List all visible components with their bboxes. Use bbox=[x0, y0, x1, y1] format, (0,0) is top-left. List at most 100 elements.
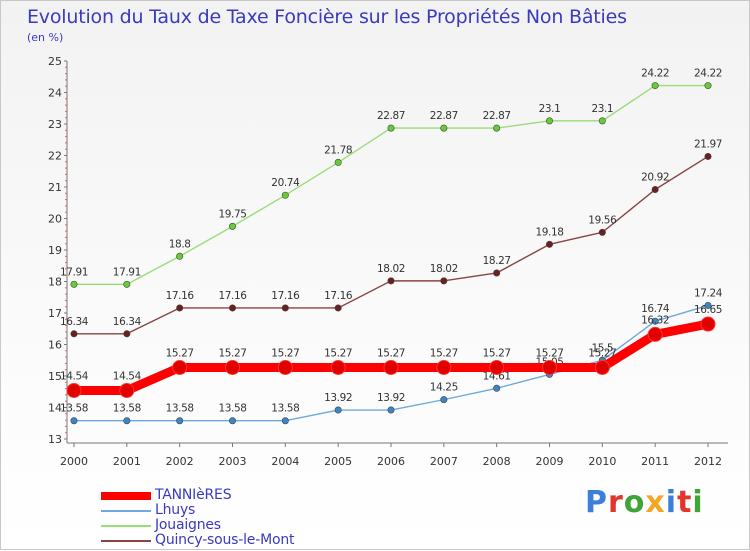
data-label: 13.58 bbox=[166, 403, 194, 415]
x-tick-label: 2004 bbox=[271, 455, 299, 468]
logo-letter: t bbox=[677, 485, 693, 520]
data-point bbox=[334, 406, 342, 414]
data-point bbox=[277, 359, 293, 375]
data-point bbox=[70, 330, 78, 338]
data-point bbox=[704, 82, 712, 90]
data-label: 17.16 bbox=[218, 290, 247, 302]
y-tick-label: 23 bbox=[48, 118, 62, 131]
data-point bbox=[172, 359, 188, 375]
legend-label: Jouaignes bbox=[155, 517, 221, 533]
data-point bbox=[545, 117, 553, 125]
data-label: 22.87 bbox=[483, 110, 511, 122]
data-label: 15.27 bbox=[430, 347, 458, 359]
data-label: 18.02 bbox=[430, 263, 458, 275]
data-label: 24.22 bbox=[694, 68, 722, 80]
data-label: 15.27 bbox=[483, 347, 511, 359]
data-label: 21.78 bbox=[324, 144, 352, 156]
data-point bbox=[651, 317, 659, 325]
data-point bbox=[119, 382, 135, 398]
x-tick-label: 2008 bbox=[483, 455, 511, 468]
data-point bbox=[176, 417, 184, 425]
y-tick-label: 15 bbox=[48, 370, 62, 383]
data-point bbox=[440, 277, 448, 285]
data-point bbox=[229, 417, 237, 425]
chart-title: Evolution du Taux de Taxe Foncière sur l… bbox=[27, 6, 627, 28]
data-label: 16.34 bbox=[113, 316, 142, 328]
x-tick-label: 2000 bbox=[60, 455, 88, 468]
data-label: 13.58 bbox=[60, 403, 88, 415]
y-tick-label: 25 bbox=[48, 55, 62, 68]
legend-label: Quincy-sous-le-Mont bbox=[155, 532, 295, 548]
y-tick-label: 19 bbox=[48, 244, 62, 257]
data-point bbox=[704, 152, 712, 160]
data-label: 16.34 bbox=[60, 316, 89, 328]
y-tick-label: 17 bbox=[48, 307, 62, 320]
logo-letter: x bbox=[645, 485, 666, 520]
x-tick-label: 2002 bbox=[166, 455, 194, 468]
data-label: 15.27 bbox=[324, 347, 352, 359]
data-label: 18.27 bbox=[483, 255, 511, 267]
x-tick-label: 2010 bbox=[588, 455, 616, 468]
data-point bbox=[229, 222, 237, 230]
data-point bbox=[651, 186, 659, 194]
data-label: 14.25 bbox=[430, 382, 458, 394]
data-point bbox=[281, 304, 289, 312]
data-point bbox=[225, 359, 240, 375]
data-label: 15.27 bbox=[271, 347, 299, 359]
logo-letter: i bbox=[665, 485, 678, 520]
data-label: 15.27 bbox=[588, 347, 616, 359]
data-label: 13.58 bbox=[271, 403, 299, 415]
data-label: 20.92 bbox=[641, 172, 669, 184]
legend-swatch bbox=[101, 525, 151, 527]
data-point bbox=[123, 417, 131, 425]
data-label: 13.92 bbox=[324, 392, 352, 404]
data-label: 15.27 bbox=[166, 347, 194, 359]
x-tick-label: 2003 bbox=[219, 455, 247, 468]
data-label: 14.54 bbox=[113, 370, 142, 382]
data-point bbox=[281, 417, 289, 425]
x-tick-label: 2006 bbox=[377, 455, 405, 468]
data-point bbox=[594, 359, 610, 375]
chart-subtitle: (en %) bbox=[27, 31, 64, 44]
data-point bbox=[542, 359, 557, 375]
data-label: 19.75 bbox=[218, 208, 246, 220]
data-point bbox=[281, 191, 289, 199]
y-tick-label: 13 bbox=[48, 433, 62, 446]
legend-label: Lhuys bbox=[155, 502, 196, 518]
data-point bbox=[330, 359, 346, 375]
logo-letter: i bbox=[692, 485, 704, 520]
data-label: 20.74 bbox=[271, 177, 300, 189]
data-label: 17.16 bbox=[271, 290, 300, 302]
data-point bbox=[229, 304, 237, 312]
data-point bbox=[700, 316, 716, 332]
data-point bbox=[440, 396, 448, 404]
data-label: 13.58 bbox=[113, 403, 141, 415]
data-point bbox=[70, 280, 78, 288]
data-point bbox=[334, 304, 342, 312]
x-tick-label: 2001 bbox=[113, 455, 141, 468]
data-point bbox=[176, 252, 184, 260]
data-label: 23.1 bbox=[591, 103, 613, 115]
data-label: 22.87 bbox=[377, 110, 405, 122]
data-label: 18.8 bbox=[169, 238, 191, 250]
data-point bbox=[493, 269, 501, 277]
data-label: 16.74 bbox=[641, 303, 670, 315]
data-label: 17.91 bbox=[113, 266, 141, 278]
data-point bbox=[598, 228, 606, 236]
y-tick-label: 24 bbox=[48, 87, 62, 100]
data-point bbox=[493, 384, 501, 392]
legend-swatch bbox=[101, 510, 151, 512]
y-tick-label: 20 bbox=[48, 213, 62, 226]
data-label: 17.16 bbox=[324, 290, 353, 302]
data-label: 18.02 bbox=[377, 263, 405, 275]
logo-letter: P bbox=[585, 485, 608, 520]
data-label: 15.27 bbox=[377, 347, 405, 359]
x-tick-label: 2007 bbox=[430, 455, 458, 468]
data-label: 14.54 bbox=[60, 370, 89, 382]
y-tick-label: 14 bbox=[48, 402, 62, 415]
data-label: 21.97 bbox=[694, 138, 722, 150]
logo-letter: r bbox=[608, 485, 624, 520]
y-tick-label: 16 bbox=[48, 339, 62, 352]
